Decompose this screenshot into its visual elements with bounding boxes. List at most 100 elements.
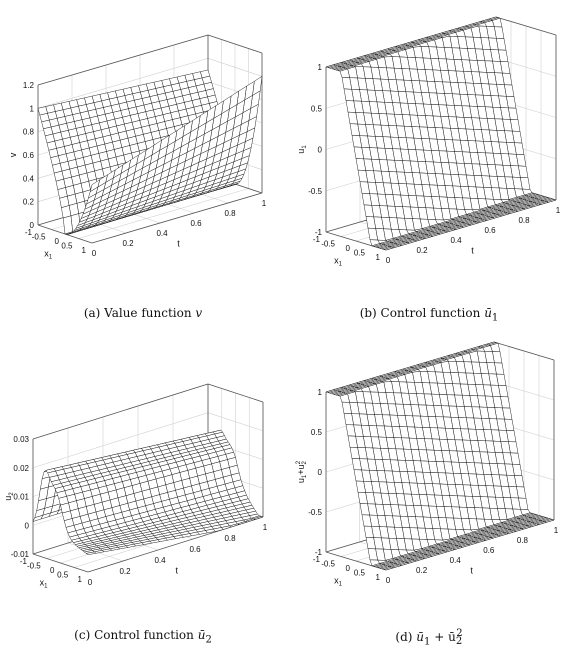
surface-cell <box>89 179 101 193</box>
x-axis-label: x1 <box>40 577 49 589</box>
z-tick-label: 0 <box>30 221 35 230</box>
panel-control-sum: -1 -0.5 0 0.5 1 -1 -0.5 0 0.5 1 0 0.2 0.4 0.6 0.8 1 u1+u… <box>286 330 572 660</box>
z-tick-label: 0.4 <box>23 174 35 183</box>
z-tick-label: 0.2 <box>23 198 35 207</box>
box-edge <box>493 341 555 361</box>
panel-control-function-u2: -0.01 0 0.01 0.02 0.03 -1 -0.5 0 0.5 1 0 0.2 0.4 0.6 0… <box>0 330 286 660</box>
caption-b: (b) Control function ū1 <box>359 306 499 324</box>
surface-cell <box>383 246 395 251</box>
x-axis-label: x1 <box>334 575 343 587</box>
t-tick-label: 0.6 <box>483 546 495 555</box>
x-tick-label: -0.5 <box>32 233 46 242</box>
box-edge <box>207 383 264 403</box>
x-tick-label: 1 <box>78 575 83 584</box>
t-axis-label: t <box>175 565 178 575</box>
x-tick-label: -1 <box>20 557 28 566</box>
t-tick-label: 0.4 <box>450 236 462 245</box>
t-tick-label: 0.8 <box>517 536 529 545</box>
t-tick-label: 0.2 <box>119 567 131 576</box>
surface-cell <box>62 215 73 235</box>
t-tick-label: 0.8 <box>224 534 236 543</box>
tick-labels: -1-0.500.51-1 -0.5 0 0.5 1 00.20.40.60.81u1x1… <box>296 63 561 267</box>
z-tick-label: 0 <box>25 521 30 530</box>
z-tick-label: 0.5 <box>311 428 323 437</box>
t-tick-label: 1 <box>263 523 268 532</box>
caption-a: (a) Value function v <box>83 306 203 320</box>
t-axis-label: t <box>470 566 473 576</box>
z-tick-label: 0.8 <box>23 128 35 137</box>
x-tick-label: 0 <box>55 237 60 246</box>
x-tick-label: -0.5 <box>321 240 335 249</box>
box-edge <box>32 553 89 573</box>
x-axis-label: x1 <box>44 248 53 260</box>
z-tick-label: -0.01 <box>11 550 30 559</box>
x-tick-label: -0.5 <box>321 560 335 569</box>
t-tick-label: 0 <box>386 576 391 585</box>
z-axis-label: v <box>8 152 18 157</box>
z-tick-label: -1 <box>315 228 323 237</box>
box-edge <box>207 34 263 54</box>
x-tick-label: 0.5 <box>354 249 366 258</box>
surface-mesh <box>325 341 555 571</box>
z-tick-label: 0.01 <box>13 493 29 502</box>
t-axis-label: t <box>471 246 474 256</box>
z-tick-label: 0.6 <box>23 151 35 160</box>
t-tick-label: 0.6 <box>484 226 496 235</box>
tick-labels: 00.20.40.60.811.2-1 -0.5 0 0.5 1 00.20.40.60.… <box>8 81 267 260</box>
x-tick-label: 1 <box>376 573 381 582</box>
z-tick-label: 0 <box>318 146 323 155</box>
t-tick-label: 0 <box>92 249 97 258</box>
t-tick-label: 0.4 <box>154 556 166 565</box>
surface-plot-control-sum: -1-0.500.51-1 -0.5 0 0.5 1 00.20.40.60.81u1+u… <box>296 341 559 587</box>
surface-cell <box>85 551 97 555</box>
x-tick-label: -0.5 <box>27 562 41 571</box>
z-tick-label: 0.02 <box>13 464 29 473</box>
t-tick-label: 0.4 <box>450 556 462 565</box>
x-tick-label: 0 <box>50 566 55 575</box>
x-tick-label: 0.5 <box>61 242 73 251</box>
t-tick-label: 0.2 <box>416 246 428 255</box>
z-grid-line <box>37 34 263 86</box>
t-tick-label: 1 <box>556 206 561 215</box>
z-grid-line <box>32 383 264 440</box>
z-tick-label: -0.5 <box>308 187 322 196</box>
box-edge <box>91 192 263 244</box>
x-tick-label: -1 <box>313 235 321 244</box>
z-tick-label: 0.03 <box>13 435 29 444</box>
t-tick-label: 0 <box>386 256 391 265</box>
surface-plot-value-function: 00.20.40.60.811.2-1 -0.5 0 0.5 1 00.20.40.60.… <box>8 34 267 260</box>
t-tick-label: 1 <box>262 199 267 208</box>
box-edge <box>495 16 557 36</box>
t-tick-label: 0.4 <box>156 229 168 238</box>
x-tick-label: 1 <box>82 246 87 255</box>
x-tick-label: 0 <box>346 244 351 253</box>
x-tick-label: 0.5 <box>57 571 69 580</box>
t-tick-label: 0 <box>88 578 93 587</box>
box-edge <box>37 34 209 86</box>
panel-control-function-u1: -1 -0.5 0 0.5 1 -1 -0.5 0 0.5 1 0 0.2 0.4 0.6 0.8 1 u1 x1… <box>286 0 572 330</box>
x-floor-grid <box>78 188 249 239</box>
surface-mesh <box>32 429 264 555</box>
panel-value-function: 0 0.2 0.4 0.6 0.8 1 1.2 -1 -0.5 0 0.5 1 0 0.2 0.4 0.6 0.… <box>0 0 286 330</box>
tick-labels: -1-0.500.51-1 -0.5 0 0.5 1 00.20.40.60.81u1+u… <box>296 388 559 587</box>
z-tick-label: -0.5 <box>308 508 322 517</box>
z-axis-label: u2 <box>3 492 15 501</box>
t-tick-label: 0.6 <box>189 545 201 554</box>
box-edge <box>32 383 209 440</box>
t-tick-label: 1 <box>554 526 559 535</box>
x-axis-label: x1 <box>334 255 343 267</box>
surface-cell <box>383 566 395 571</box>
x-tick-label: 0 <box>346 564 351 573</box>
z-tick-label: 1 <box>30 104 35 113</box>
t-tick-label: 0.6 <box>190 219 202 228</box>
surface-plot-control-u1: -1-0.500.51-1 -0.5 0 0.5 1 00.20.40.60.81u1x1… <box>296 16 561 267</box>
t-tick-label: 0.2 <box>122 239 134 248</box>
surface-mesh <box>37 69 263 235</box>
t-tick-label: 0.8 <box>518 216 530 225</box>
z-tick-label: -1 <box>315 548 323 557</box>
z-axis-label: u1 <box>296 145 308 154</box>
t-axis-label: t <box>177 239 180 249</box>
t-tick-label: 0.8 <box>224 209 236 218</box>
